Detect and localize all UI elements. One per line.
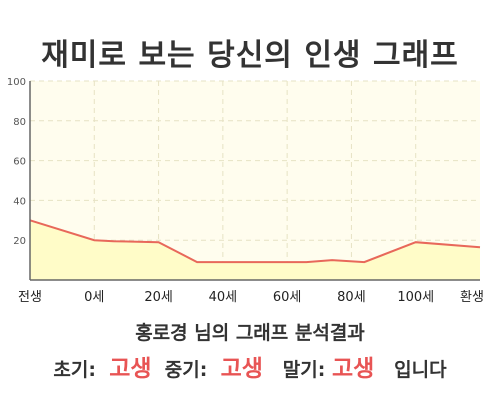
life-area-fill xyxy=(30,220,480,280)
x-tick-label: 100세 xyxy=(397,290,434,305)
mid-value: 고생 xyxy=(220,356,263,382)
y-tick-label: 100 xyxy=(7,77,26,88)
life-graph-chart: 20 40 60 80 100 전생 0세 20세 40세 60세 80세 100세 환생 xyxy=(7,77,484,305)
x-tick-label: 0세 xyxy=(84,290,104,305)
axes xyxy=(29,81,480,281)
page-title: 재미로 보는 당신의 인생 그래프 xyxy=(41,38,459,73)
result-heading: 홍로경 님의 그래프 분석결과 xyxy=(135,322,365,344)
mid-label: 중기: xyxy=(164,359,208,381)
x-tick-label: 40세 xyxy=(209,290,238,305)
y-tick-labels: 20 40 60 80 100 xyxy=(7,77,26,247)
late-label: 말기: xyxy=(282,359,326,381)
early-value: 고생 xyxy=(109,356,152,382)
x-tick-label: 80세 xyxy=(337,290,366,305)
x-tick-label: 60세 xyxy=(273,290,302,305)
y-tick-label: 60 xyxy=(13,157,26,168)
result-summary: 초기: 고생 중기: 고생 말기: 고생 입니다 xyxy=(0,349,500,383)
early-label: 초기: xyxy=(53,359,96,381)
x-tick-label: 환생 xyxy=(460,290,484,305)
y-tick-label: 40 xyxy=(13,196,26,207)
y-tick-label: 20 xyxy=(13,236,26,247)
x-tick-label: 전생 xyxy=(18,290,42,305)
late-value: 고생 xyxy=(331,356,375,382)
x-tick-labels: 전생 0세 20세 40세 60세 80세 100세 환생 xyxy=(18,290,484,305)
result-ending: 입니다 xyxy=(394,359,447,381)
life-line-series xyxy=(29,219,481,264)
y-tick-label: 80 xyxy=(13,117,26,128)
x-tick-label: 20세 xyxy=(144,290,173,305)
